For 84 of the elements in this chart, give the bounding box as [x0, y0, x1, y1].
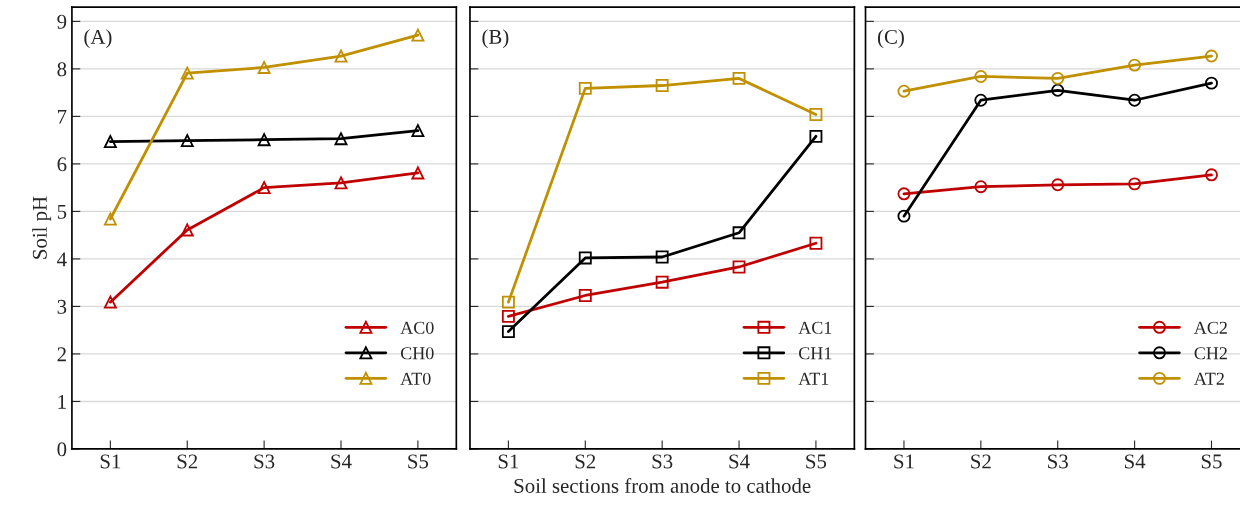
y-tick-label: 8 — [57, 62, 67, 77]
legend-label: AC0 — [400, 321, 434, 334]
x-tick-label: S3 — [1048, 454, 1068, 469]
point — [334, 176, 348, 190]
x-tick-label: S1 — [498, 454, 519, 469]
point — [974, 93, 988, 107]
legend-label: AT0 — [400, 372, 431, 385]
y-tick-label: 7 — [58, 109, 67, 124]
point — [103, 295, 117, 309]
point — [180, 134, 194, 148]
x-tick-label: S4 — [1124, 454, 1146, 469]
point — [501, 309, 515, 323]
x-tick-label: S2 — [177, 454, 198, 469]
x-tick-label: S4 — [729, 454, 750, 469]
x-tick-label: S3 — [254, 454, 275, 469]
point — [180, 66, 194, 80]
point — [1051, 71, 1065, 85]
point — [334, 49, 348, 63]
point — [180, 223, 194, 237]
legend-label: AT1 — [798, 372, 829, 385]
legend-label: AC1 — [798, 321, 832, 334]
y-tick-label: 2 — [57, 347, 66, 362]
point — [1205, 49, 1218, 63]
point — [1051, 178, 1065, 192]
y-tick-label: 1 — [58, 394, 66, 409]
point — [257, 181, 271, 195]
y-axis-title: Soil pH — [32, 196, 52, 259]
y-tick-label: 0 — [57, 442, 67, 457]
point — [732, 71, 746, 85]
text: (A) — [84, 29, 112, 49]
x-tick-label: S3 — [652, 454, 673, 469]
point — [578, 81, 592, 95]
y-tick-label: 4 — [57, 252, 67, 267]
x-tick-label: S4 — [331, 454, 352, 469]
legend-label: AC2 — [1193, 321, 1227, 334]
x-tick-label: S1 — [100, 454, 121, 469]
text: (B) — [482, 29, 509, 49]
point — [974, 70, 988, 83]
point — [897, 187, 911, 201]
point — [897, 84, 911, 98]
legend-label: CH2 — [1194, 347, 1227, 360]
point — [257, 133, 271, 147]
point — [103, 135, 117, 149]
x-tick-label: S2 — [971, 454, 991, 469]
point — [655, 79, 669, 92]
point — [411, 124, 425, 138]
x-tick-label: S2 — [575, 454, 596, 469]
point — [732, 260, 746, 274]
point — [1128, 93, 1142, 107]
point — [1051, 83, 1065, 97]
point — [655, 250, 669, 264]
point — [1205, 168, 1218, 182]
point — [103, 212, 117, 226]
x-tick-label: S5 — [1201, 454, 1222, 469]
point — [809, 129, 823, 143]
x-tick-label: S5 — [806, 454, 827, 469]
text: (C) — [877, 29, 904, 49]
y-tick-label: 5 — [57, 204, 67, 219]
point — [655, 275, 669, 289]
point — [809, 236, 823, 250]
point — [1128, 58, 1142, 72]
legend-label: CH1 — [798, 347, 832, 360]
x-axis-title: Soil sections from anode to cathode — [514, 478, 811, 493]
y-tick-label: 3 — [57, 299, 67, 314]
point — [578, 251, 592, 265]
point — [974, 180, 988, 194]
point — [501, 295, 515, 309]
point — [411, 166, 425, 180]
point — [732, 226, 746, 240]
point — [1205, 76, 1218, 90]
legend-label: CH0 — [400, 347, 434, 360]
point — [411, 28, 425, 42]
point — [501, 325, 515, 339]
y-tick-label: 9 — [57, 14, 67, 29]
y-tick-label: 6 — [57, 157, 67, 172]
legend-label: AT2 — [1193, 372, 1224, 385]
point — [809, 108, 823, 121]
point — [1128, 177, 1142, 191]
x-tick-label: S5 — [408, 454, 429, 469]
x-tick-label: S1 — [894, 454, 914, 469]
point — [578, 289, 592, 302]
point — [897, 209, 911, 223]
point — [257, 60, 271, 74]
point — [334, 132, 348, 146]
